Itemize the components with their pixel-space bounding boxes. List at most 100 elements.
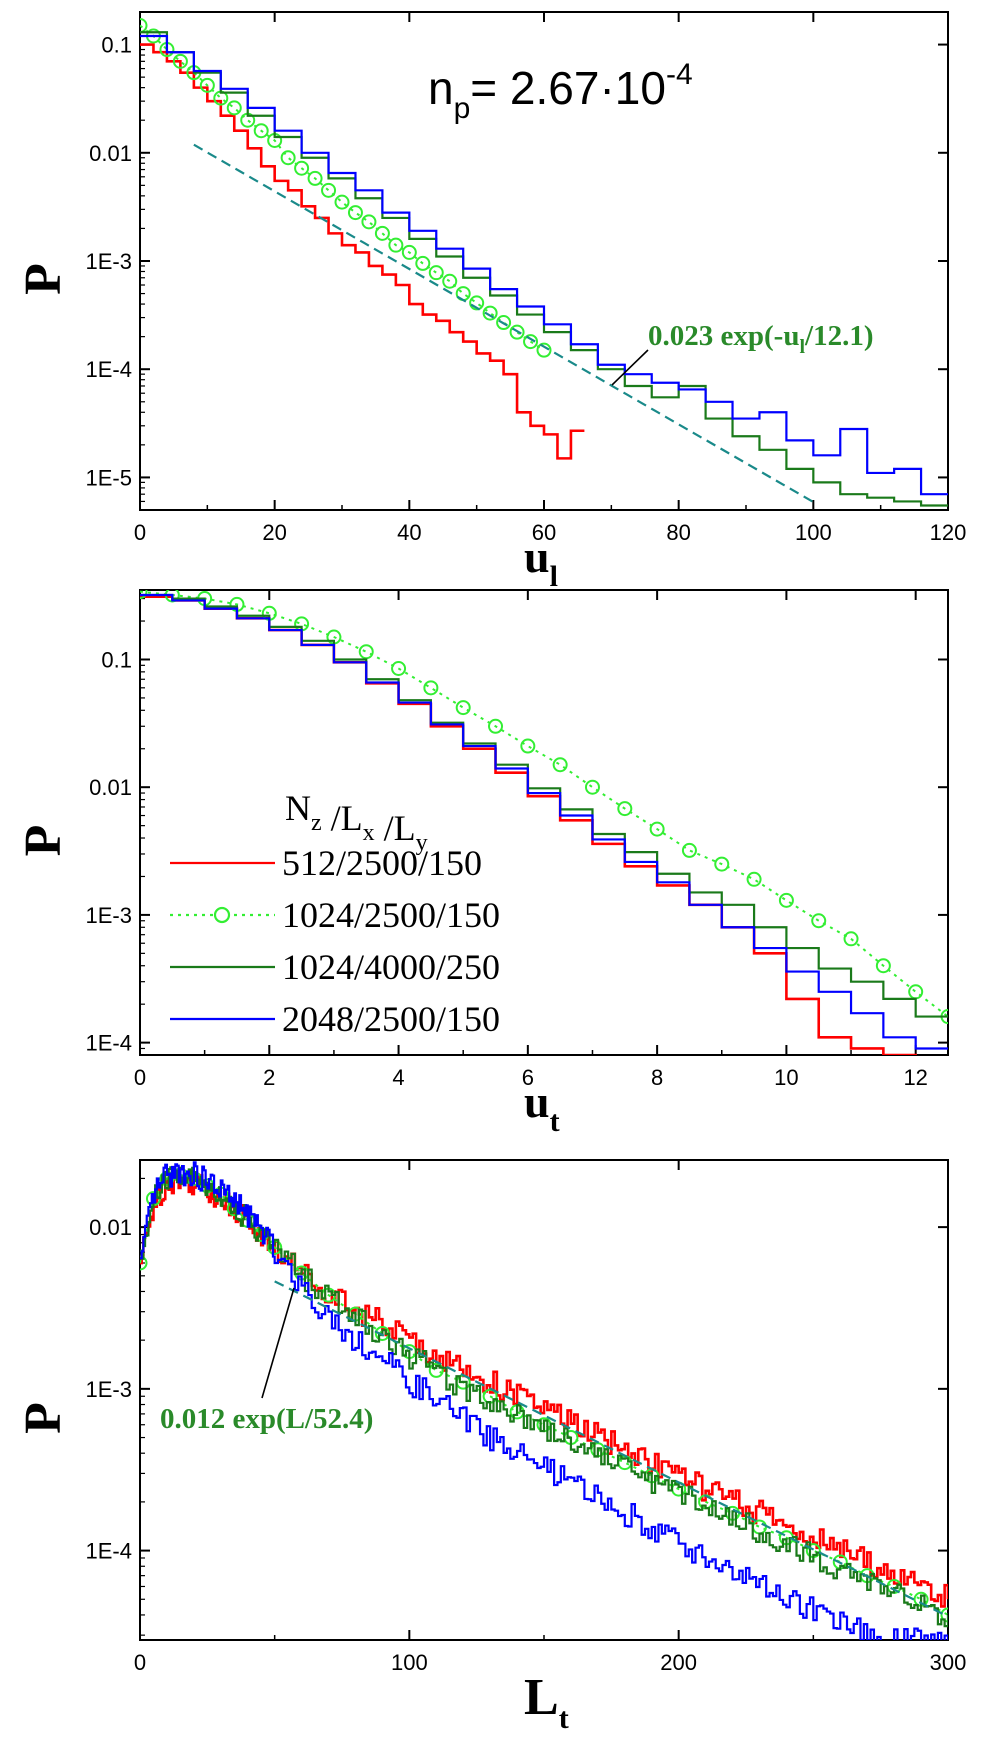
fit-line <box>274 1280 948 1618</box>
y-tick-label: 1E-4 <box>86 1031 132 1056</box>
point-1024-2500-150 <box>442 273 458 289</box>
point-1024-2500-150 <box>469 295 485 311</box>
x-tick-label: 12 <box>903 1065 927 1090</box>
x-tick-label: 10 <box>774 1065 798 1090</box>
panel-lt: 0 100 200 300 0.01 1E-3 1E-4 Lt P 0.012 exp(L/52.… <box>15 1159 967 1735</box>
y-tick-label: 1E-3 <box>86 249 132 274</box>
point-1024-2500-150 <box>361 214 377 230</box>
x-tick-label: 0 <box>134 1650 146 1675</box>
series-line-2048-2500-150 <box>140 593 948 1050</box>
point-1024-2500-150 <box>294 160 310 176</box>
point-1024-2500-150 <box>415 255 431 271</box>
y-tick-label: 0.01 <box>89 141 132 166</box>
point-1024-2500-150 <box>253 123 269 139</box>
density-title: np= 2.67·10-4 <box>428 58 693 125</box>
series-line-1024-2500-150 <box>140 590 948 1018</box>
x-tick-label: 40 <box>397 520 421 545</box>
point-1024-2500-150 <box>751 1519 767 1535</box>
point-1024-2500-150 <box>321 182 337 198</box>
y-tick-label: 1E-3 <box>86 903 132 928</box>
point-1024-2500-150 <box>681 842 697 858</box>
y-tick-label: 0.01 <box>89 775 132 800</box>
y-tick-label: 1E-3 <box>86 1377 132 1402</box>
point-1024-2500-150 <box>940 1607 948 1623</box>
point-1024-2500-150 <box>509 324 525 340</box>
point-1024-2500-150 <box>391 660 407 676</box>
point-1024-2500-150 <box>584 779 600 795</box>
x-tick-label: 120 <box>930 520 967 545</box>
series-line-2048-2500-150 <box>140 1161 948 1640</box>
fit-annotation: 0.012 exp(L/52.4) <box>160 1403 373 1435</box>
point-1024-2500-150 <box>811 913 827 929</box>
fit-annotation-pointer <box>611 349 649 386</box>
point-1024-2500-150 <box>140 18 148 34</box>
x-tick-label: 0 <box>134 520 146 545</box>
point-1024-2500-150 <box>520 738 536 754</box>
x-axis-title: ut <box>524 1076 560 1138</box>
series-line-2048-2500-150 <box>140 34 948 496</box>
x-tick-label: 20 <box>262 520 286 545</box>
y-tick-label: 1E-4 <box>86 357 132 382</box>
x-tick-label: 80 <box>666 520 690 545</box>
x-tick-label: 100 <box>391 1650 428 1675</box>
point-1024-2500-150 <box>617 801 633 817</box>
point-1024-2500-150 <box>428 265 444 281</box>
x-tick-label: 300 <box>930 1650 967 1675</box>
legend-marker-1024-2500-150 <box>213 906 231 924</box>
point-1024-2500-150 <box>843 931 859 947</box>
x-axis-title: ul <box>524 531 558 593</box>
fit-annotation: 0.023 exp(-ul/12.1) <box>648 320 873 358</box>
point-1024-2500-150 <box>496 315 512 331</box>
y-axis-title: P <box>15 1402 72 1434</box>
y-tick-label: 1E-4 <box>86 1539 132 1564</box>
point-1024-2500-150 <box>746 871 762 887</box>
x-axis-title: Lt <box>524 1669 569 1735</box>
y-axis-title: P <box>15 263 72 295</box>
legend-label-512-2500-150: 512/2500/150 <box>282 843 482 883</box>
y-tick-label: 0.01 <box>89 1215 132 1240</box>
point-1024-2500-150 <box>307 170 323 186</box>
point-1024-2500-150 <box>172 53 188 69</box>
point-1024-2500-150 <box>523 334 539 350</box>
point-1024-2500-150 <box>536 342 552 358</box>
fit-line <box>193 143 814 503</box>
point-1024-2500-150 <box>428 1362 444 1378</box>
point-1024-2500-150 <box>226 100 242 116</box>
point-1024-2500-150 <box>488 718 504 734</box>
x-tick-label: 4 <box>392 1065 404 1090</box>
point-1024-2500-150 <box>199 77 215 93</box>
y-axis-title: P <box>15 825 72 857</box>
y-tick-label: 0.1 <box>101 647 132 672</box>
point-1024-2500-150 <box>649 821 665 837</box>
point-1024-2500-150 <box>401 244 417 260</box>
x-tick-label: 60 <box>532 520 556 545</box>
panel-ul: 0 20 40 60 80 100 120 0.1 0.01 1E-3 1E-4 1E-5 ul Pnp=… <box>15 11 967 593</box>
point-1024-2500-150 <box>140 590 148 600</box>
plot-frame <box>139 589 949 1056</box>
legend-title: Nz /Lx /Ly <box>285 788 428 856</box>
point-1024-2500-150 <box>455 700 471 716</box>
y-tick-label: 1E-5 <box>86 465 132 490</box>
point-1024-2500-150 <box>423 680 439 696</box>
point-1024-2500-150 <box>388 237 404 253</box>
series-line-1024-2500-150 <box>140 24 545 352</box>
point-1024-2500-150 <box>482 305 498 321</box>
point-1024-2500-150 <box>374 225 390 241</box>
point-1024-2500-150 <box>875 958 891 974</box>
point-1024-2500-150 <box>714 856 730 872</box>
point-1024-2500-150 <box>908 984 924 1000</box>
point-1024-2500-150 <box>280 150 296 166</box>
series-line-512-2500-150 <box>140 1172 948 1608</box>
series-line-1024-4000-250 <box>140 593 948 1018</box>
panel-ut: 0 2 4 6 8 10 12 0.1 0.01 1E-3 1E-4 ut P Nz /Lx /Ly512… <box>15 589 949 1138</box>
point-1024-2500-150 <box>358 644 374 660</box>
point-1024-2500-150 <box>347 205 363 221</box>
legend-label-2048-2500-150: 2048/2500/150 <box>282 999 500 1039</box>
x-tick-label: 8 <box>651 1065 663 1090</box>
point-1024-2500-150 <box>334 194 350 210</box>
point-1024-2500-150 <box>778 892 794 908</box>
legend-label-1024-2500-150: 1024/2500/150 <box>282 895 500 935</box>
point-1024-2500-150 <box>140 1255 148 1271</box>
